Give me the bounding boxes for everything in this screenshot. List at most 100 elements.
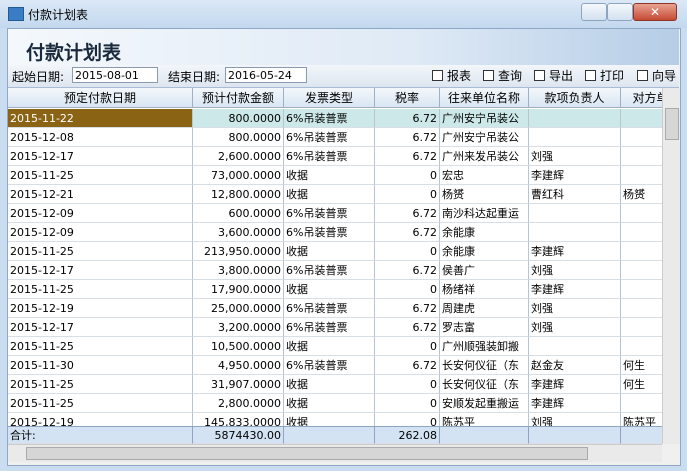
table-cell[interactable]: 侯善广 bbox=[440, 261, 529, 280]
toolbar-button[interactable]: 查询 bbox=[481, 67, 522, 85]
table-cell[interactable]: 17,900.0000 bbox=[193, 280, 284, 299]
table-cell[interactable]: 2015-11-22 bbox=[8, 109, 193, 128]
table-cell[interactable]: 李建辉 bbox=[529, 166, 621, 185]
table-cell[interactable]: 南沙科达起重运 bbox=[440, 204, 529, 223]
table-cell[interactable]: 2015-11-25 bbox=[8, 242, 193, 261]
table-cell[interactable]: 2015-11-25 bbox=[8, 166, 193, 185]
table-cell[interactable]: 李建辉 bbox=[529, 242, 621, 261]
column-header[interactable]: 税率 bbox=[375, 88, 440, 108]
table-cell[interactable] bbox=[621, 166, 662, 185]
table-cell[interactable]: 800.0000 bbox=[193, 109, 284, 128]
horizontal-scrollbar[interactable] bbox=[8, 444, 662, 462]
table-cell[interactable]: 2015-11-25 bbox=[8, 337, 193, 356]
table-cell[interactable] bbox=[621, 109, 662, 128]
table-cell[interactable]: 2015-12-09 bbox=[8, 223, 193, 242]
table-cell[interactable]: 10,500.0000 bbox=[193, 337, 284, 356]
table-cell[interactable]: 收据 bbox=[284, 375, 375, 394]
table-cell[interactable]: 刘强 bbox=[529, 318, 621, 337]
table-cell[interactable]: 31,907.0000 bbox=[193, 375, 284, 394]
table-cell[interactable]: 12,800.0000 bbox=[193, 185, 284, 204]
table-cell[interactable]: 罗志富 bbox=[440, 318, 529, 337]
table-cell[interactable]: 李建辉 bbox=[529, 394, 621, 413]
table-cell[interactable]: 2,600.0000 bbox=[193, 147, 284, 166]
column-header[interactable]: 款项负责人 bbox=[529, 88, 621, 108]
table-cell[interactable]: 4,950.0000 bbox=[193, 356, 284, 375]
table-cell[interactable]: 73,000.0000 bbox=[193, 166, 284, 185]
close-button[interactable]: ✕ bbox=[633, 3, 677, 21]
toolbar-button[interactable]: 导出 bbox=[532, 67, 573, 85]
column-header[interactable]: 发票类型 bbox=[284, 88, 375, 108]
table-cell[interactable]: 0 bbox=[375, 337, 440, 356]
table-cell[interactable]: 周建虎 bbox=[440, 299, 529, 318]
table-cell[interactable]: 李建辉 bbox=[529, 280, 621, 299]
start-date-input[interactable]: 2015-08-01 bbox=[72, 67, 158, 83]
table-cell[interactable]: 安顺发起重搬运 bbox=[440, 394, 529, 413]
table-cell[interactable] bbox=[621, 204, 662, 223]
table-cell[interactable]: 6.72 bbox=[375, 356, 440, 375]
table-cell[interactable]: 2015-12-19 bbox=[8, 299, 193, 318]
table-cell[interactable]: 6.72 bbox=[375, 299, 440, 318]
table-cell[interactable]: 宏忠 bbox=[440, 166, 529, 185]
table-cell[interactable]: 6%吊装普票 bbox=[284, 356, 375, 375]
scroll-thumb[interactable] bbox=[665, 108, 679, 140]
table-cell[interactable]: 广州顺强装卸搬 bbox=[440, 337, 529, 356]
table-cell[interactable]: 6.72 bbox=[375, 318, 440, 337]
table-cell[interactable]: 0 bbox=[375, 242, 440, 261]
column-header[interactable]: 往来单位名称 bbox=[440, 88, 529, 108]
table-cell[interactable] bbox=[621, 128, 662, 147]
table-cell[interactable]: 余能康 bbox=[440, 242, 529, 261]
table-cell[interactable]: 6%吊装普票 bbox=[284, 318, 375, 337]
table-cell[interactable] bbox=[621, 147, 662, 166]
end-date-input[interactable]: 2016-05-24 bbox=[225, 67, 307, 83]
table-cell[interactable]: 6.72 bbox=[375, 223, 440, 242]
minimize-button[interactable] bbox=[581, 3, 607, 21]
table-cell[interactable]: 何生 bbox=[621, 356, 662, 375]
toolbar-button[interactable]: 打印 bbox=[583, 67, 624, 85]
table-cell[interactable]: 6%吊装普票 bbox=[284, 223, 375, 242]
table-cell[interactable]: 6.72 bbox=[375, 128, 440, 147]
table-cell[interactable] bbox=[529, 337, 621, 356]
table-cell[interactable] bbox=[621, 337, 662, 356]
table-cell[interactable]: 2015-12-08 bbox=[8, 128, 193, 147]
table-cell[interactable] bbox=[529, 223, 621, 242]
column-header[interactable]: 预计付款金额 bbox=[193, 88, 284, 108]
table-cell[interactable]: 0 bbox=[375, 185, 440, 204]
table-cell[interactable]: 6.72 bbox=[375, 109, 440, 128]
table-cell[interactable] bbox=[621, 261, 662, 280]
toolbar-button[interactable]: 向导 bbox=[635, 67, 676, 85]
column-header[interactable]: 预定付款日期 bbox=[8, 88, 193, 108]
table-cell[interactable] bbox=[621, 299, 662, 318]
table-cell[interactable]: 陈苏平 bbox=[440, 413, 529, 426]
table-cell[interactable]: 25,000.0000 bbox=[193, 299, 284, 318]
table-cell[interactable]: 广州安宁吊装公 bbox=[440, 128, 529, 147]
table-cell[interactable]: 6%吊装普票 bbox=[284, 109, 375, 128]
table-cell[interactable]: 余能康 bbox=[440, 223, 529, 242]
table-cell[interactable]: 曹红科 bbox=[529, 185, 621, 204]
table-cell[interactable] bbox=[621, 280, 662, 299]
table-cell[interactable]: 2015-12-19 bbox=[8, 413, 193, 426]
vertical-scrollbar[interactable] bbox=[662, 88, 680, 444]
table-cell[interactable]: 6%吊装普票 bbox=[284, 261, 375, 280]
table-cell[interactable]: 刘强 bbox=[529, 299, 621, 318]
table-cell[interactable] bbox=[621, 318, 662, 337]
table-cell[interactable]: 长安何仪征（东 bbox=[440, 375, 529, 394]
table-cell[interactable]: 收据 bbox=[284, 242, 375, 261]
table-cell[interactable]: 6%吊装普票 bbox=[284, 204, 375, 223]
table-cell[interactable]: 800.0000 bbox=[193, 128, 284, 147]
table-cell[interactable]: 2015-11-25 bbox=[8, 375, 193, 394]
table-cell[interactable]: 3,800.0000 bbox=[193, 261, 284, 280]
table-cell[interactable]: 600.0000 bbox=[193, 204, 284, 223]
table-cell[interactable]: 6.72 bbox=[375, 147, 440, 166]
table-cell[interactable]: 2015-12-17 bbox=[8, 318, 193, 337]
scroll-thumb[interactable] bbox=[26, 447, 588, 460]
table-cell[interactable]: 何生 bbox=[621, 375, 662, 394]
table-cell[interactable] bbox=[621, 223, 662, 242]
toolbar-button[interactable]: 报表 bbox=[430, 67, 471, 85]
table-cell[interactable] bbox=[529, 204, 621, 223]
table-cell[interactable]: 长安何仪征（东 bbox=[440, 356, 529, 375]
table-cell[interactable]: 0 bbox=[375, 375, 440, 394]
table-cell[interactable] bbox=[621, 242, 662, 261]
table-cell[interactable]: 213,950.0000 bbox=[193, 242, 284, 261]
table-cell[interactable]: 收据 bbox=[284, 166, 375, 185]
table-cell[interactable]: 6%吊装普票 bbox=[284, 299, 375, 318]
